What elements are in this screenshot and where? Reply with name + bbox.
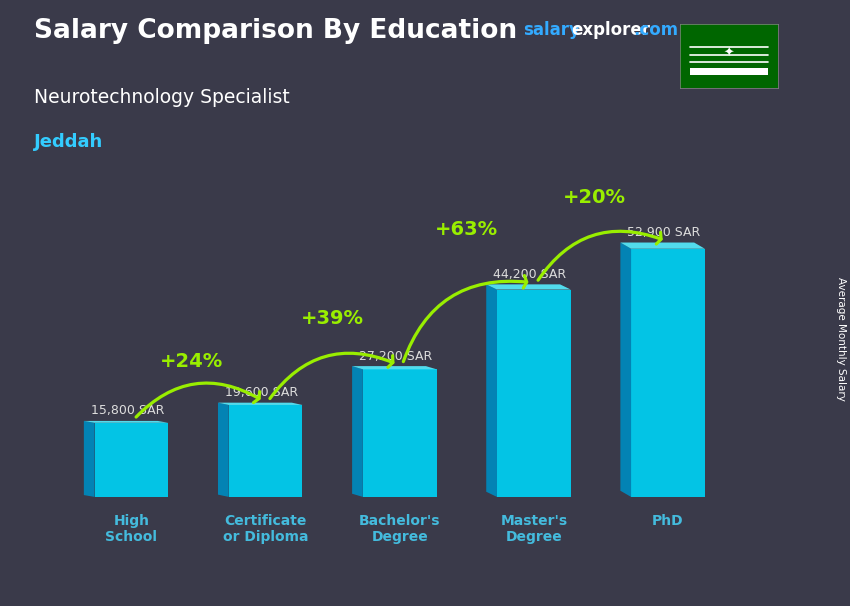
Text: 15,800 SAR: 15,800 SAR	[91, 404, 164, 418]
Text: salary: salary	[523, 21, 580, 39]
Text: +39%: +39%	[301, 309, 364, 328]
Polygon shape	[218, 402, 229, 497]
Text: Salary Comparison By Education: Salary Comparison By Education	[34, 18, 517, 44]
Text: Average Monthly Salary: Average Monthly Salary	[836, 278, 846, 401]
Text: explorer: explorer	[571, 21, 650, 39]
Text: 19,600 SAR: 19,600 SAR	[225, 386, 298, 399]
Polygon shape	[620, 242, 631, 497]
Text: Neurotechnology Specialist: Neurotechnology Specialist	[34, 88, 290, 107]
Polygon shape	[84, 421, 94, 497]
Text: +20%: +20%	[563, 188, 626, 207]
Polygon shape	[631, 248, 705, 497]
Text: 44,200 SAR: 44,200 SAR	[493, 268, 566, 281]
Polygon shape	[229, 405, 303, 497]
Polygon shape	[352, 366, 437, 369]
Text: 27,200 SAR: 27,200 SAR	[359, 350, 433, 362]
Polygon shape	[94, 423, 168, 497]
Text: 52,900 SAR: 52,900 SAR	[627, 226, 700, 239]
Bar	[689, 67, 768, 75]
Polygon shape	[84, 421, 168, 423]
Text: .com: .com	[633, 21, 678, 39]
Polygon shape	[497, 290, 570, 497]
Polygon shape	[486, 284, 497, 497]
Polygon shape	[363, 369, 437, 497]
Polygon shape	[620, 242, 705, 248]
Polygon shape	[218, 402, 303, 405]
Text: Jeddah: Jeddah	[34, 133, 103, 152]
Text: +24%: +24%	[160, 351, 224, 371]
Polygon shape	[352, 366, 363, 497]
Text: ✦: ✦	[723, 47, 734, 59]
Polygon shape	[486, 284, 570, 290]
Text: +63%: +63%	[435, 220, 498, 239]
